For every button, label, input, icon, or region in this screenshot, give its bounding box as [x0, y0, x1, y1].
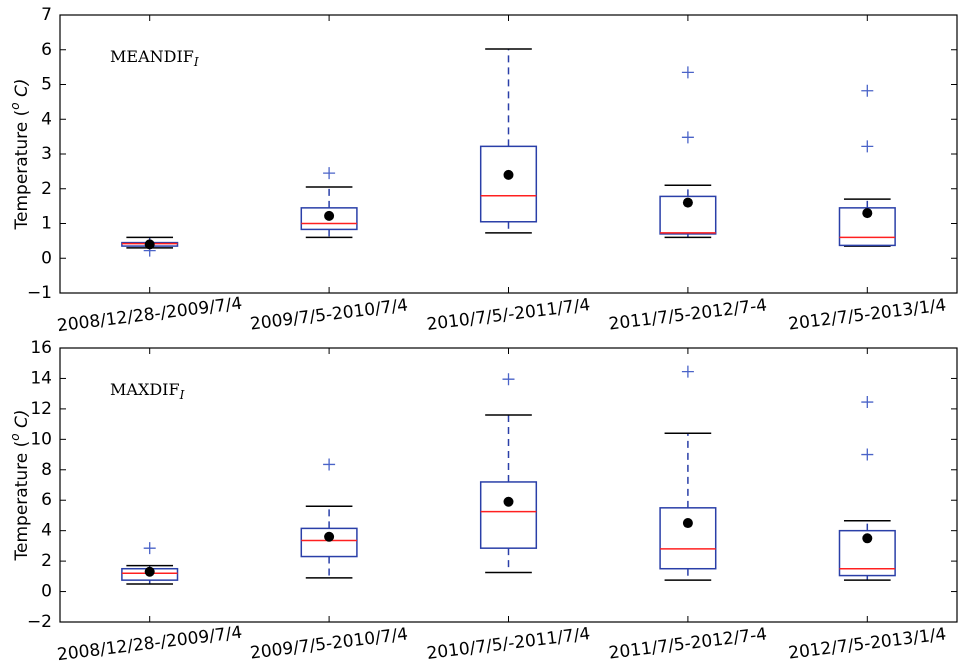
- x-tick-label: 2010/7/5/-2011/7/4: [426, 624, 592, 664]
- y-axis-label: Temperature (o C): [8, 79, 33, 231]
- annotation-subscript: I: [193, 55, 199, 69]
- box: [479, 145, 538, 223]
- outlier: [681, 66, 694, 79]
- x-tick-label: 2011/7/5-2012/7-4: [608, 624, 769, 663]
- annotation: MAXDIFI: [110, 380, 185, 402]
- outlier: [323, 458, 336, 471]
- outlier: [323, 167, 336, 180]
- x-tick-label: 2010/7/5/-2011/7/4: [426, 295, 592, 335]
- y-axis-label-part: Temperature (: [12, 441, 32, 562]
- x-tick-label: 2008/12/28-/2009/7/4: [56, 294, 243, 337]
- mean: [503, 496, 514, 507]
- y-tick-label: 5: [41, 75, 52, 95]
- outlier: [681, 365, 694, 378]
- box: [300, 527, 358, 558]
- outlier: [681, 131, 694, 144]
- x-tick-label: 2011/7/5-2012/7-4: [608, 295, 769, 334]
- y-tick-label: 4: [41, 521, 52, 541]
- mean: [862, 208, 873, 219]
- annotation-subscript: I: [179, 388, 185, 402]
- y-tick-label: 2: [41, 179, 52, 199]
- y-tick-label: 10: [30, 429, 52, 449]
- outlier: [502, 373, 515, 386]
- y-tick-label: 6: [41, 40, 52, 60]
- outlier: [861, 448, 874, 461]
- y-tick-label: 16: [30, 338, 52, 358]
- y-axis-label-part: C): [12, 410, 32, 434]
- y-axis-label-part: o: [8, 433, 22, 440]
- y-tick-label: 8: [41, 460, 52, 480]
- y-tick-label: −2: [27, 612, 52, 632]
- x-tick-label: 2008/12/28-/2009/7/4: [56, 623, 243, 666]
- mean: [682, 518, 693, 529]
- panel: −2 0 2 4 6 8 10 12 14 16 Temperature (o C) MAXDIFI 2…: [8, 338, 958, 665]
- y-tick-label: 7: [41, 5, 52, 25]
- mean: [682, 197, 693, 208]
- outlier: [861, 140, 874, 153]
- outlier: [143, 542, 156, 555]
- y-tick-label: 1: [41, 214, 52, 234]
- box: [659, 507, 717, 570]
- mean: [503, 169, 514, 180]
- y-tick-label: −1: [27, 283, 52, 303]
- mean: [144, 239, 155, 250]
- annotation-text: MAXDIF: [110, 380, 180, 399]
- box: [838, 529, 896, 577]
- y-axis-label-part: C): [12, 79, 32, 103]
- box: [300, 207, 358, 231]
- annotation: MEANDIFI: [110, 47, 199, 69]
- x-tick-label: 2009/7/5-2010/7/4: [249, 295, 409, 334]
- y-tick-label: 0: [41, 582, 52, 602]
- outlier: [861, 84, 874, 97]
- outlier: [861, 396, 874, 409]
- y-tick-label: 12: [30, 399, 52, 419]
- box: [479, 481, 538, 549]
- y-tick-label: 0: [41, 248, 52, 268]
- x-tick-label: 2009/7/5-2010/7/4: [249, 624, 409, 663]
- y-axis-label-part: Temperature (: [12, 110, 32, 231]
- x-tick-label: 2012/7/5-2013/1/4: [787, 295, 947, 334]
- y-tick-label: 3: [41, 144, 52, 164]
- plot-frame: [59, 14, 958, 294]
- plot-frame: [59, 347, 958, 623]
- mean: [324, 531, 335, 542]
- x-tick-label: 2012/7/5-2013/1/4: [787, 624, 947, 663]
- mean: [144, 566, 155, 577]
- panel: −1 0 1 2 3 4 5 6 7 Temperature (o C) MEANDIFI 2008/…: [8, 5, 958, 336]
- annotation-text: MEANDIF: [110, 47, 194, 66]
- y-axis-label: Temperature (o C): [8, 410, 33, 562]
- y-axis-label-part: o: [8, 102, 22, 109]
- y-tick-label: 6: [41, 490, 52, 510]
- box: [838, 207, 896, 247]
- mean: [324, 210, 335, 221]
- y-tick-label: 4: [41, 109, 52, 129]
- mean: [862, 533, 873, 544]
- box: [659, 195, 717, 235]
- y-tick-label: 2: [41, 551, 52, 571]
- y-tick-label: 14: [30, 368, 52, 388]
